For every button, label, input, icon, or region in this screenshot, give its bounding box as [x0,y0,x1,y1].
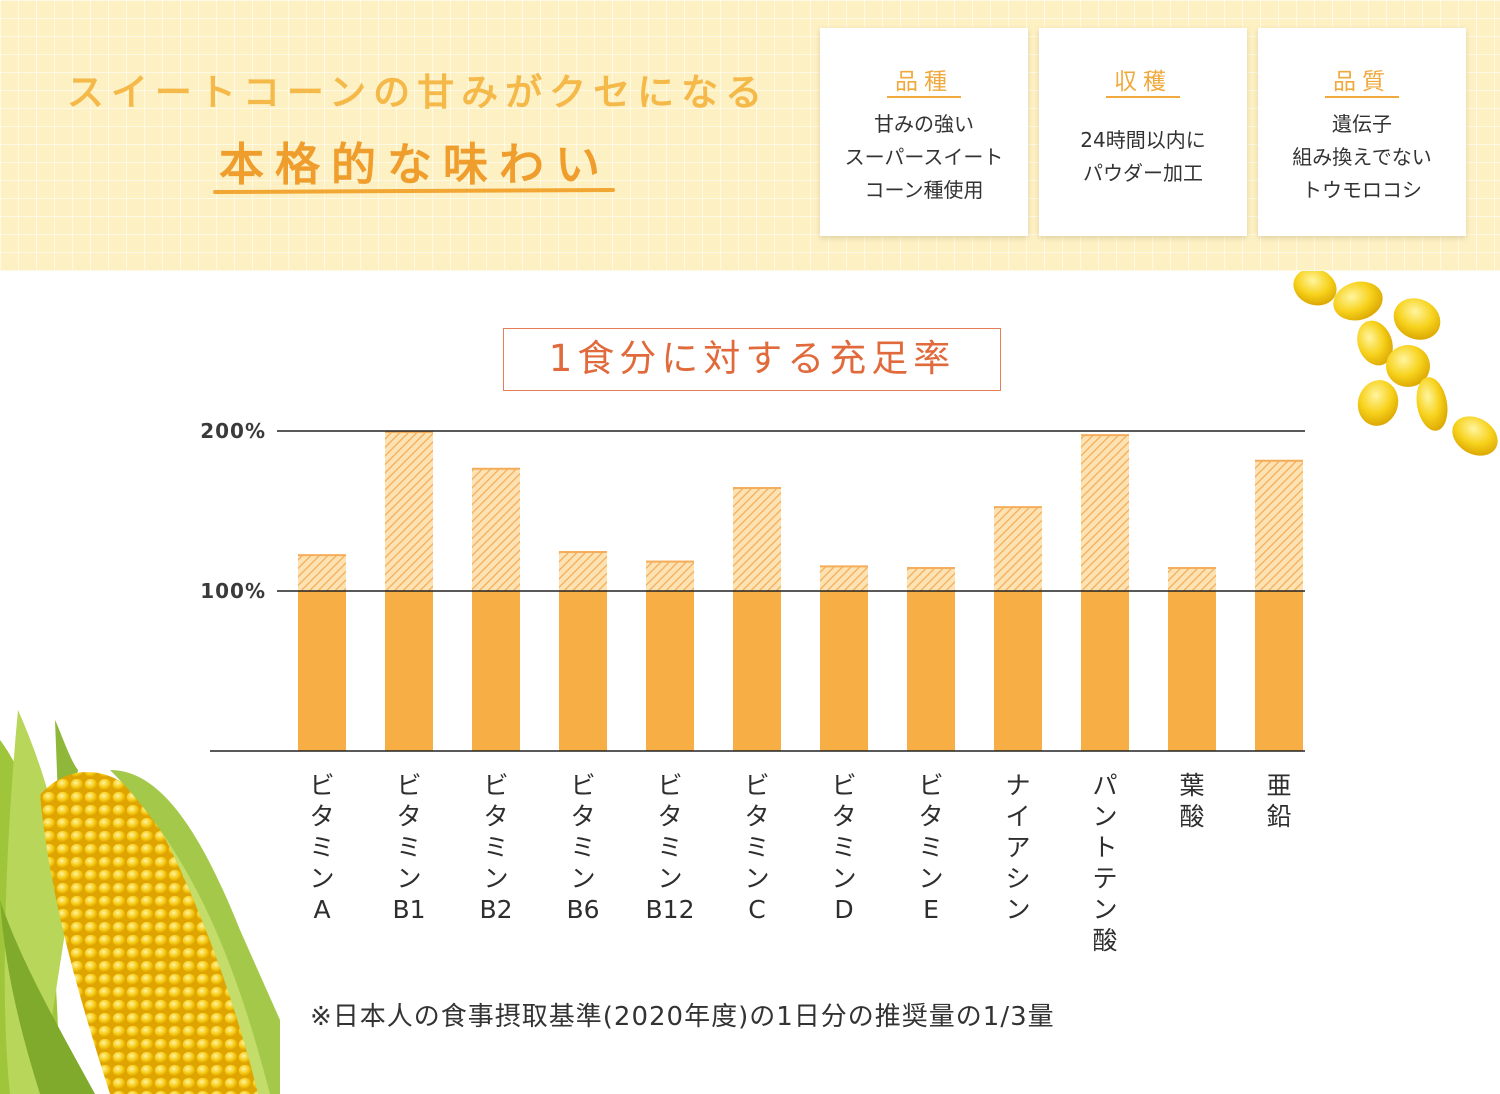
feature-title-underline [1106,96,1180,98]
bar-excess [994,506,1042,591]
bar-top-edge [559,551,607,553]
bar-亜鉛 [1255,459,1303,751]
x-tick-label: 亜鉛 [1266,771,1292,831]
bar-ビタミンD [820,565,868,751]
bar-base [298,591,346,751]
x-tick-label: ビタミン B6 [566,771,600,924]
feature-card-quality: 品質 遺伝子 組み換えでない トウモロコシ [1258,28,1466,236]
corn-kernels-illustration [1293,271,1498,456]
feature-line: パウダー加工 [1083,161,1203,185]
corn-cob-illustration [0,710,280,1094]
x-tick-label: ビタミン B12 [645,771,695,924]
feature-title: 収穫 [1114,69,1172,95]
x-tick-label: パントテン酸 [1092,771,1118,955]
bar-ビタミンC [733,487,781,751]
bar-excess [907,567,955,591]
bar-ビタミンB2 [472,467,520,751]
x-tick-label: ナイアシン [1005,771,1031,924]
bar-葉酸 [1168,567,1216,751]
feature-body: 甘みの強い スーパースイート コーン種使用 [820,108,1028,207]
bar-top-edge [820,565,868,568]
bar-top-edge [298,554,346,557]
bar-excess [472,467,520,591]
bar-base [559,591,607,751]
bar-excess [733,487,781,591]
feature-line: 甘みの強い [874,112,974,136]
feature-line: スーパースイート [844,145,1004,169]
feature-card-variety: 品種 甘みの強い スーパースイート コーン種使用 [820,28,1028,236]
bar-base [1081,591,1129,751]
bar-base [385,591,433,751]
feature-title-underline [887,96,961,98]
bar-パントテン酸 [1081,434,1129,751]
bar-excess [820,565,868,591]
bar-top-edge [1168,567,1216,569]
bar-top-edge [385,431,433,433]
bar-base [994,591,1042,751]
x-tick-label: 葉酸 [1179,771,1205,831]
bar-base [1255,591,1303,751]
feature-title: 品種 [895,69,953,95]
bar-base [472,591,520,751]
footnote: ※日本人の食事摂取基準(2020年度)の1日分の推奨量の1/3量 [310,1002,1055,1032]
chart-title: 1食分に対する充足率 [548,337,956,380]
bar-top-edge [1081,434,1129,437]
bar-base [820,591,868,751]
bar-excess [385,431,433,591]
header-banner [0,0,1500,271]
bar-excess [1255,459,1303,591]
bar-top-edge [907,567,955,569]
chart-title-box: 1食分に対する充足率 [503,328,1001,391]
feature-line: 24時間以内に [1080,128,1206,152]
bar-top-edge [994,506,1042,509]
headline-line2: 本格的な味わい [218,138,611,191]
bar-excess [559,551,607,591]
bar-excess [1168,567,1216,591]
bar-ビタミンB12 [646,560,694,751]
bar-base [733,591,781,751]
feature-title: 品質 [1333,69,1391,95]
feature-body: 24時間以内に パウダー加工 [1039,124,1247,190]
bar-ビタミンE [907,567,955,751]
feature-line: トウモロコシ [1302,178,1422,202]
feature-body: 遺伝子 組み換えでない トウモロコシ [1258,108,1466,207]
bar-base [646,591,694,751]
y-tick-label: 100% [200,579,266,603]
bar-top-edge [1255,459,1303,462]
bar-ビタミンA [298,554,346,751]
feature-card-harvest: 収穫 24時間以内に パウダー加工 [1039,28,1247,236]
x-tick-label: ビタミン B1 [392,771,426,924]
y-tick-label: 200% [200,419,266,443]
x-tick-label: ビタミン B2 [479,771,513,924]
bar-ビタミンB1 [385,431,433,751]
bar-excess [646,560,694,591]
bar-top-edge [472,467,520,470]
headline-line1: スイートコーンの甘みがクセになる [66,71,770,114]
bar-excess [1081,434,1129,591]
feature-line: 組み換えでない [1292,145,1432,169]
feature-line: コーン種使用 [864,178,984,202]
bar-base [1168,591,1216,751]
bar-excess [298,554,346,591]
bar-base [907,591,955,751]
feature-line: 遺伝子 [1332,112,1392,136]
bar-ビタミンB6 [559,551,607,751]
bar-ナイアシン [994,506,1042,751]
bar-top-edge [733,487,781,489]
bar-top-edge [646,560,694,563]
feature-title-underline [1325,96,1399,98]
